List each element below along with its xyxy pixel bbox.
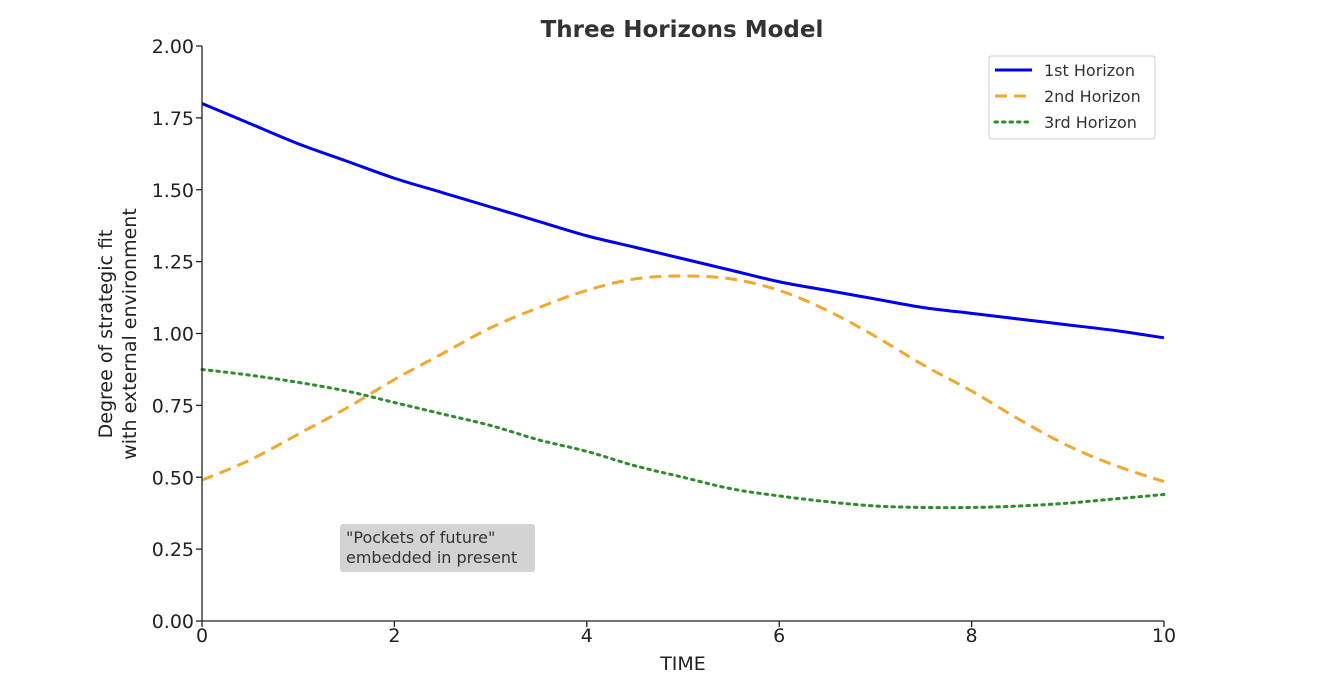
legend: 1st Horizon 2nd Horizon 3rd Horizon: [988, 55, 1156, 140]
x-tick-label: 10: [1152, 625, 1176, 647]
legend-frame: [988, 55, 1156, 140]
x-tick-label: 8: [966, 625, 978, 647]
x-tick-label: 0: [196, 625, 208, 647]
annotation-background: [340, 524, 535, 572]
annotation-box: "Pockets of future" embedded in present: [340, 524, 535, 572]
series-line-2nd-horizon: [201, 274, 1165, 483]
y-tick-label: 1.50: [152, 180, 194, 202]
y-tick-label: 1.25: [152, 252, 194, 274]
legend-label-1st-horizon: 1st Horizon: [1044, 61, 1135, 80]
x-tick-label: 2: [388, 625, 400, 647]
x-axis-label: TIME: [659, 653, 706, 675]
chart-title: Three Horizons Model: [541, 17, 824, 43]
series-line-1st-horizon: [201, 102, 1165, 340]
series-line-3rd-horizon: [200, 367, 1166, 510]
y-tick-label: 0.00: [152, 611, 194, 633]
annotation-line-1: "Pockets of future": [346, 528, 495, 547]
y-tick-label: 0.75: [152, 395, 194, 417]
x-tick-label: 4: [581, 625, 593, 647]
x-tick-label: 6: [773, 625, 785, 647]
y-axis-ticks: 0.00 0.25 0.50 0.75 1.00 1.25 1.50 1.75 2.00: [152, 36, 202, 633]
y-tick-label: 1.00: [152, 324, 194, 346]
legend-label-3rd-horizon: 3rd Horizon: [1044, 113, 1137, 132]
annotation-line-2: embedded in present: [346, 548, 517, 567]
y-tick-label: 0.50: [152, 467, 194, 489]
legend-label-2nd-horizon: 2nd Horizon: [1044, 87, 1141, 106]
y-tick-label: 0.25: [152, 539, 194, 561]
x-axis-ticks: 0 2 4 6 8 10: [196, 621, 1176, 647]
y-axis-label-line-2: with external environment: [119, 208, 141, 460]
y-tick-label: 1.75: [152, 108, 194, 130]
plot-area: [200, 102, 1166, 510]
y-tick-label: 2.00: [152, 36, 194, 58]
y-axis-label: Degree of strategic fit with external en…: [95, 208, 141, 460]
y-axis-label-line-1: Degree of strategic fit: [95, 230, 117, 439]
